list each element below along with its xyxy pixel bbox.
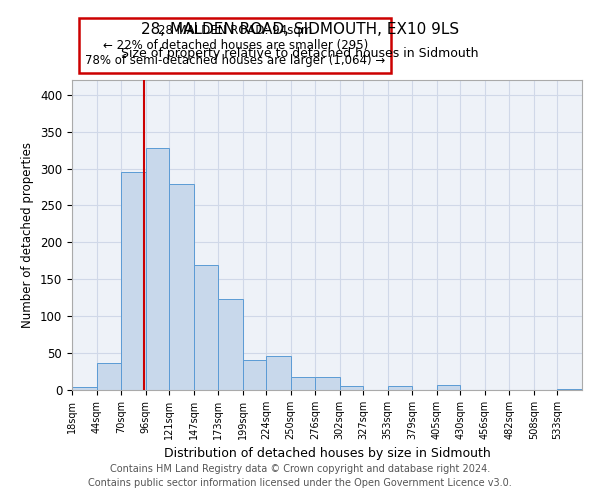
Bar [340,386,363,390]
Bar [121,172,146,390]
Bar [218,299,242,390]
Y-axis label: Number of detached properties: Number of detached properties [22,142,34,328]
Text: Size of property relative to detached houses in Sidmouth: Size of property relative to detached ho… [121,48,479,60]
Bar [557,388,582,390]
Bar [437,385,460,390]
Bar [169,184,194,390]
Text: 28, MALDEN ROAD, SIDMOUTH, EX10 9LS: 28, MALDEN ROAD, SIDMOUTH, EX10 9LS [141,22,459,38]
Text: Contains HM Land Registry data © Crown copyright and database right 2024.: Contains HM Land Registry data © Crown c… [110,464,490,474]
Bar [266,356,291,390]
Bar [194,266,218,390]
Bar [291,378,315,390]
Bar [315,378,340,390]
X-axis label: Distribution of detached houses by size in Sidmouth: Distribution of detached houses by size … [164,448,490,460]
Bar [97,362,121,390]
Text: Contains public sector information licensed under the Open Government Licence v3: Contains public sector information licen… [88,478,512,488]
Bar [72,387,97,390]
Text: 28 MALDEN ROAD: 94sqm
← 22% of detached houses are smaller (295)
78% of semi-det: 28 MALDEN ROAD: 94sqm ← 22% of detached … [85,24,385,67]
Bar [388,386,412,390]
Bar [146,148,169,390]
Bar [242,360,266,390]
